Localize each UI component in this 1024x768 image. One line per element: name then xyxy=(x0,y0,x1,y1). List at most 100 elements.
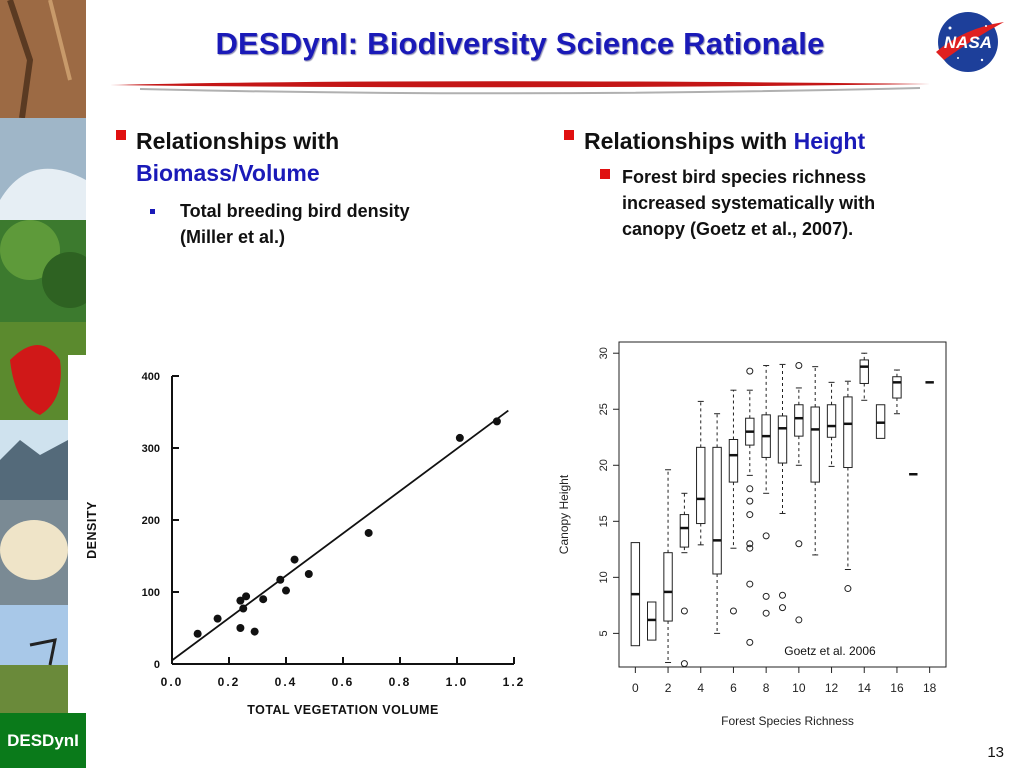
data-point xyxy=(304,570,313,578)
outlier-point xyxy=(746,367,754,375)
y-tick-label: 10 xyxy=(598,571,610,583)
box xyxy=(892,376,902,399)
y-tick-label: 25 xyxy=(598,403,610,415)
outlier-point xyxy=(746,580,754,588)
outlier-point xyxy=(746,544,754,552)
data-point xyxy=(282,586,290,595)
fit-line xyxy=(171,409,509,662)
outlier-point xyxy=(762,532,770,540)
photo-strip xyxy=(0,0,98,713)
image-strip xyxy=(0,0,98,768)
right-bullet-2: Forest bird species richness increased s… xyxy=(600,164,875,242)
data-point xyxy=(193,629,202,638)
outlier-point xyxy=(746,485,754,493)
x-tick-label: 0.6 xyxy=(332,675,355,689)
outlier-point xyxy=(795,540,803,548)
y-axis-title: DENSITY xyxy=(85,501,99,559)
y-tick-label: 100 xyxy=(142,587,160,599)
box xyxy=(794,404,804,437)
left-bullet-1-line1: Relationships with xyxy=(136,128,340,154)
right-bullet-1: Relationships with Height xyxy=(564,125,865,157)
box xyxy=(679,514,690,548)
data-point xyxy=(259,595,268,604)
y-tick-label: 200 xyxy=(142,515,160,527)
x-tick-label: 1.2 xyxy=(503,675,524,689)
right-bullet-2-line1: Forest bird species richness xyxy=(622,167,867,187)
x-tick-label: 0.8 xyxy=(389,675,412,689)
left-bullet-2: Total breeding bird density (Miller et a… xyxy=(150,198,410,250)
outlier-point xyxy=(729,607,737,615)
right-bullet-1-prefix: Relationships with xyxy=(584,128,794,154)
boxplot-chart: 5 10 15 20 25 30 0 2 4 6 8 10 12 14 16 18 Goetz et al. 2… xyxy=(557,341,947,728)
outlier-point xyxy=(746,497,754,505)
data-point xyxy=(250,627,259,636)
x-tick-label: 0.0 xyxy=(161,675,184,689)
source-annotation: Goetz et al. 2006 xyxy=(784,644,876,658)
y-tick-label: 300 xyxy=(142,443,160,455)
y-axis-title: Canopy Height xyxy=(557,474,571,554)
x-tick-label: 2 xyxy=(665,681,672,695)
plot-frame xyxy=(618,341,947,668)
y-tick-label: 20 xyxy=(598,459,610,471)
bullet-square-icon xyxy=(600,169,610,179)
y-tick-label: 15 xyxy=(598,515,610,527)
outlier-point xyxy=(779,604,786,612)
data-point xyxy=(364,528,373,537)
y-tick-label: 0 xyxy=(154,659,160,671)
data-point xyxy=(290,555,299,564)
sub-bullet-icon xyxy=(150,209,155,214)
x-tick-label: 10 xyxy=(792,681,806,695)
x-axis-title: TOTAL VEGETATION VOLUME xyxy=(247,703,439,717)
box xyxy=(843,396,853,469)
x-tick-label: 0.2 xyxy=(218,675,241,689)
box xyxy=(810,406,820,483)
page-number: 13 xyxy=(987,744,1004,761)
y-tick-label: 30 xyxy=(598,347,610,359)
right-bullet-2-line2: increased systematically with xyxy=(622,193,876,213)
x-tick-label: 16 xyxy=(890,681,904,695)
x-tick-label: 0 xyxy=(632,681,639,695)
data-point xyxy=(236,624,245,632)
bullet-square-icon xyxy=(564,130,574,140)
box xyxy=(712,446,722,575)
outlier-point xyxy=(762,592,770,600)
outlier-point xyxy=(746,638,754,646)
outlier-point xyxy=(795,616,803,624)
left-bullet-2-line2: (Miller et al.) xyxy=(180,227,286,247)
x-axis-title: Forest Species Richness xyxy=(721,714,854,728)
box xyxy=(859,359,869,384)
right-bullet-2-line3: canopy (Goetz et al., 2007). xyxy=(622,219,854,239)
box xyxy=(663,552,673,622)
outlier-point xyxy=(680,660,688,668)
y-tick-label: 400 xyxy=(142,371,160,383)
outlier-point xyxy=(746,511,754,519)
data-point xyxy=(239,604,248,613)
outlier-point xyxy=(779,591,786,599)
nasa-logo-text: NASA xyxy=(944,33,992,52)
outlier-point xyxy=(680,607,688,615)
outlier-point xyxy=(746,540,754,548)
left-bullet-1-line2: Biomass/Volume xyxy=(136,160,320,186)
x-tick-label: 12 xyxy=(825,681,839,695)
x-tick-label: 18 xyxy=(923,681,937,695)
footer-tag: DESDynI xyxy=(0,713,86,768)
x-tick-label: 0.4 xyxy=(275,675,298,689)
slide-title: DESDynI: Biodiversity Science Rationale xyxy=(215,26,825,61)
left-bullet-2-line1: Total breeding bird density xyxy=(180,201,410,221)
box xyxy=(728,439,739,483)
x-tick-label: 8 xyxy=(763,681,770,695)
x-tick-label: 4 xyxy=(697,681,704,695)
bullet-square-icon xyxy=(116,130,126,140)
nasa-logo: NASA xyxy=(936,12,1004,72)
box xyxy=(826,404,837,438)
annotation-background xyxy=(768,640,892,662)
outlier-point xyxy=(844,585,852,593)
x-tick-label: 14 xyxy=(858,681,872,695)
y-tick-label: 5 xyxy=(598,630,610,636)
title-underline-swoosh xyxy=(110,81,930,95)
outlier-point xyxy=(762,609,770,617)
data-point xyxy=(242,592,251,601)
data-point xyxy=(236,596,245,605)
outlier-point xyxy=(795,362,803,370)
x-tick-label: 6 xyxy=(730,681,737,695)
